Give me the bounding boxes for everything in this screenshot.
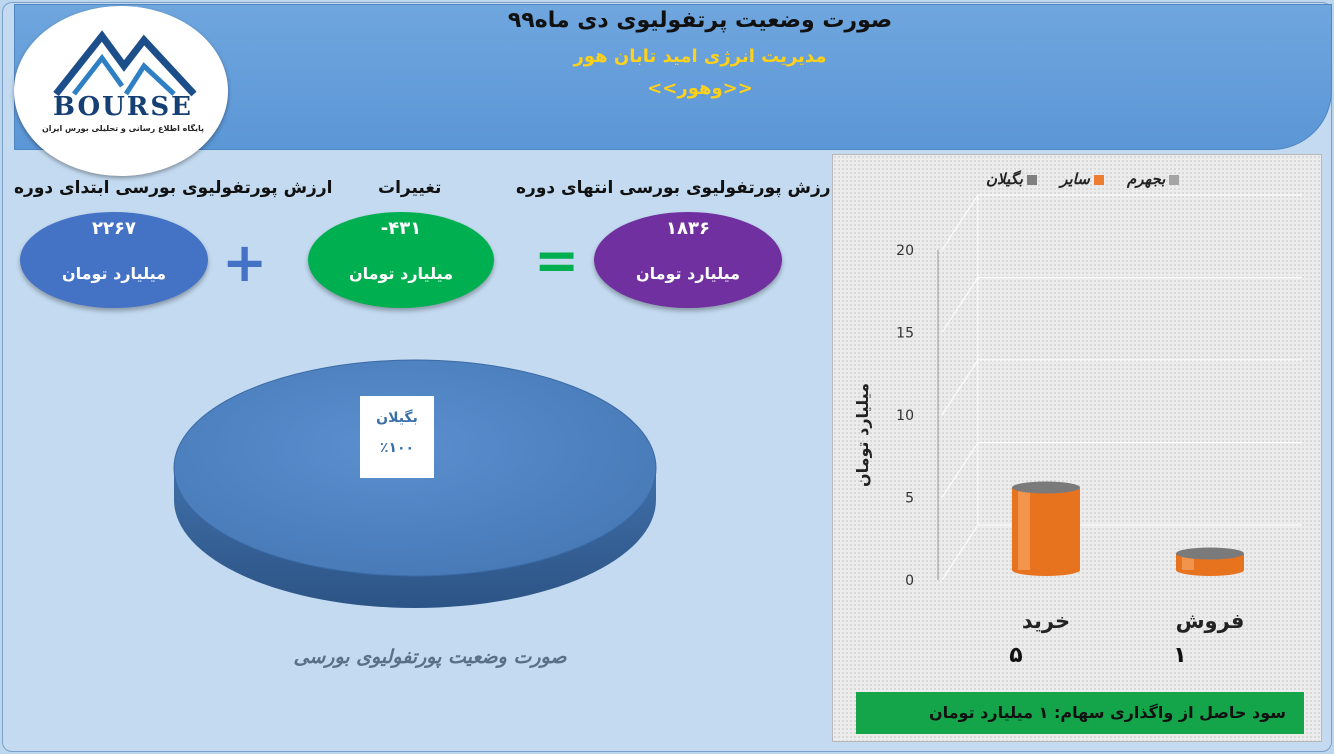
end-value-label: ارزش پورتفولیوی بورسی انتهای دوره: [516, 178, 836, 198]
logo-text: BOURSE: [28, 92, 218, 122]
start-value-unit: میلیارد تومان: [20, 264, 208, 283]
pie-slice-percent: ٪۱۰۰: [360, 440, 434, 456]
start-value: ۲۲۶۷: [20, 218, 208, 239]
x-category-value: ۵: [1009, 643, 1022, 668]
y-tick-label: 5: [905, 491, 914, 507]
change-value: -۴۳۱: [308, 218, 494, 239]
start-value-bubble: ۲۲۶۷ میلیارد تومان: [20, 212, 208, 308]
page-title: صورت وضعیت پرتفولیوی دی ماه۹۹: [300, 8, 1100, 33]
start-value-label: ارزش پورتفولیوی بورسی ابتدای دوره: [14, 178, 332, 198]
y-tick-label: 10: [896, 408, 914, 424]
plus-sign: +: [222, 236, 267, 290]
y-tick-label: 15: [896, 326, 914, 342]
x-category-value: ۱: [1173, 643, 1186, 668]
logo-mark-icon: [14, 6, 228, 176]
x-category-label: فروش: [1176, 609, 1245, 633]
y-tick-label: 0: [905, 573, 914, 589]
sale-profit-box: سود حاصل از واگذاری سهام: ۱ میلیارد توما…: [856, 692, 1304, 734]
gridline-depth: [942, 278, 978, 333]
pie-slice-label: بگیلان: [360, 410, 434, 426]
y-tick-label: 20: [896, 243, 914, 259]
gridline-depth: [942, 360, 978, 415]
bar-top: [1176, 548, 1244, 560]
equals-sign: =: [534, 234, 579, 288]
change-value-bubble: -۴۳۱ میلیارد تومان: [308, 212, 494, 308]
portfolio-pie-chart: [160, 350, 670, 620]
gridline-depth: [942, 195, 978, 250]
bourse-logo: [14, 6, 228, 176]
end-value-unit: میلیارد تومان: [594, 264, 782, 283]
logo-tagline: پایگاه اطلاع رسانی و تحلیلی بورس ایران: [30, 124, 216, 133]
change-label: تغییرات: [378, 178, 441, 198]
pie-caption: صورت وضعیت پورتفولیوی بورسی: [240, 646, 620, 668]
x-category-label: خرید: [1022, 609, 1070, 633]
company-symbol: <<وهور>>: [300, 78, 1100, 99]
pie-data-label: بگیلان ٪۱۰۰: [360, 396, 434, 478]
gridline-depth: [942, 443, 978, 498]
y-axis-label: میلیارد تومان: [853, 383, 872, 487]
bar-top: [1012, 482, 1080, 494]
bar-highlight: [1018, 488, 1030, 571]
change-value-unit: میلیارد تومان: [308, 264, 494, 283]
end-value-bubble: ۱۸۳۶ میلیارد تومان: [594, 212, 782, 308]
gridline-depth: [942, 525, 978, 580]
company-name: مدیریت انرژی امید تابان هور: [300, 46, 1100, 67]
end-value: ۱۸۳۶: [594, 218, 782, 239]
